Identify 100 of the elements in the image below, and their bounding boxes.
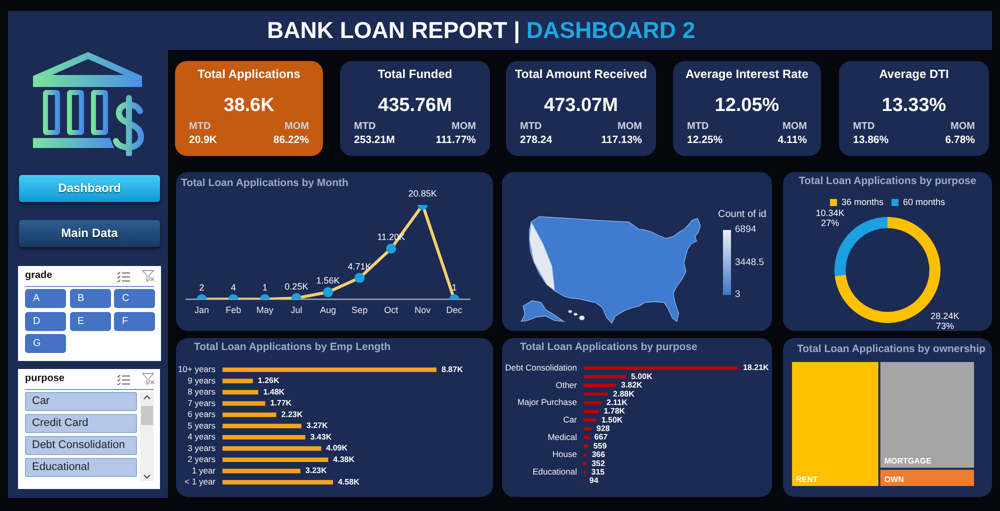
text: Total Amount Received <box>514 67 648 81</box>
text: A <box>33 293 40 304</box>
y-tick-label: < 1 year <box>184 476 216 487</box>
y-tick-label: 7 years <box>188 398 216 408</box>
y-tick-label: Other <box>556 380 578 390</box>
text: Dashbaord <box>58 181 121 195</box>
text: grade <box>25 270 52 281</box>
bar <box>584 375 626 378</box>
text: 38.6K <box>224 95 274 116</box>
color-bar-title: Count of id <box>718 209 766 220</box>
bar <box>584 384 616 388</box>
text: MTD <box>853 121 875 132</box>
x-tick-label: Jan <box>194 305 210 316</box>
bar <box>584 470 586 474</box>
category-label: OWN <box>884 475 904 484</box>
data-label: 1.56K <box>316 276 340 286</box>
data-label: 3.82K <box>620 380 643 390</box>
data-label: 1.50K <box>601 415 623 424</box>
text: 117.13% <box>601 134 642 146</box>
y-tick-label: 2 years <box>188 454 216 464</box>
bar <box>584 427 592 430</box>
text: 111.77% <box>436 134 476 146</box>
bar <box>584 418 596 422</box>
data-label: 3.23K <box>305 466 327 476</box>
data-label: 18.21K <box>743 363 770 372</box>
data-label: 28.24K 73% <box>930 310 960 331</box>
x-tick-label: Dec <box>446 305 463 316</box>
text: Main Data <box>61 226 118 240</box>
text: Debt Consolidation <box>32 439 125 451</box>
bar <box>222 390 258 394</box>
text: BANK LOAN REPORT | DASHBOARD 2 <box>267 17 696 43</box>
text: 13.33% <box>882 95 946 116</box>
text: Total Funded <box>378 67 452 81</box>
text: 12.05% <box>714 95 780 116</box>
bar <box>222 468 300 474</box>
text: Car <box>32 395 50 407</box>
text: E <box>78 316 84 326</box>
data-label: 8.87K <box>442 364 464 374</box>
data-label: 5.00K <box>630 372 653 381</box>
y-tick-label: 1 year <box>192 465 216 476</box>
data-label: 2.11K <box>606 398 628 407</box>
text: F <box>122 316 128 326</box>
data-label: 4.09K <box>326 444 348 453</box>
text: Average DTI <box>879 67 949 81</box>
text: 473.07M <box>544 95 618 116</box>
y-tick-label: 8 years <box>188 386 216 397</box>
bar <box>584 401 602 404</box>
bar <box>222 378 253 384</box>
y-tick-label: 5 years <box>188 420 216 430</box>
text: Educational <box>32 461 90 473</box>
data-label: 3.43K <box>310 432 332 442</box>
data-label: 4.38K <box>333 454 355 464</box>
bar <box>222 424 302 428</box>
text: MOM <box>618 121 642 132</box>
y-tick-label: 10+ years <box>178 364 216 374</box>
text: Total Loan Applications by ownership <box>797 343 986 355</box>
text: MOM <box>950 121 975 132</box>
bar <box>584 444 588 448</box>
x-tick-label: Oct <box>384 305 399 316</box>
y-tick-label: 9 years <box>188 375 216 386</box>
data-label: 10.34K 27% <box>816 208 844 228</box>
text: 20.9K <box>189 134 218 146</box>
text: 4.11% <box>778 134 807 146</box>
text: 3 <box>735 289 740 300</box>
category-label: MORTGAGE <box>884 456 932 466</box>
text: 435.76M <box>378 95 452 116</box>
x-tick-label: Aug <box>320 305 336 316</box>
text: MTD <box>354 121 376 132</box>
data-label: 366 <box>592 450 606 460</box>
data-label: 2.88K <box>613 389 635 398</box>
text: MOM <box>782 121 807 132</box>
chart-title: Total Loan Applications by Emp Length <box>194 341 391 353</box>
y-tick-label: Car <box>563 414 578 424</box>
point <box>354 272 365 283</box>
bar <box>222 435 306 440</box>
bar <box>222 367 436 372</box>
text: G <box>33 338 41 349</box>
text: MTD <box>520 121 542 132</box>
x-tick-label: Nov <box>414 305 432 316</box>
text: 278.24 <box>520 134 552 146</box>
data-label: 559 <box>593 441 608 450</box>
text: 6894 <box>735 224 756 235</box>
text: 86.22% <box>273 134 309 146</box>
bar <box>584 366 738 370</box>
text: D <box>33 316 40 326</box>
text: 13.86% <box>853 134 889 146</box>
text: C <box>122 293 130 304</box>
data-label: 94 <box>589 476 599 486</box>
category-label: RENT <box>796 475 818 484</box>
data-label: 352 <box>592 458 606 468</box>
y-tick-label: Medical <box>548 432 578 442</box>
y-tick-label: House <box>552 449 578 460</box>
chart-title: Total Loan Applications by Month <box>181 177 348 189</box>
data-label: 1.26K <box>258 376 280 386</box>
data-label: 667 <box>594 432 608 442</box>
bar <box>222 401 266 406</box>
data-label: 1.77K <box>270 398 292 408</box>
text: MOM <box>284 121 309 132</box>
data-label: 2 <box>199 282 204 293</box>
text: 6.78% <box>945 134 975 146</box>
